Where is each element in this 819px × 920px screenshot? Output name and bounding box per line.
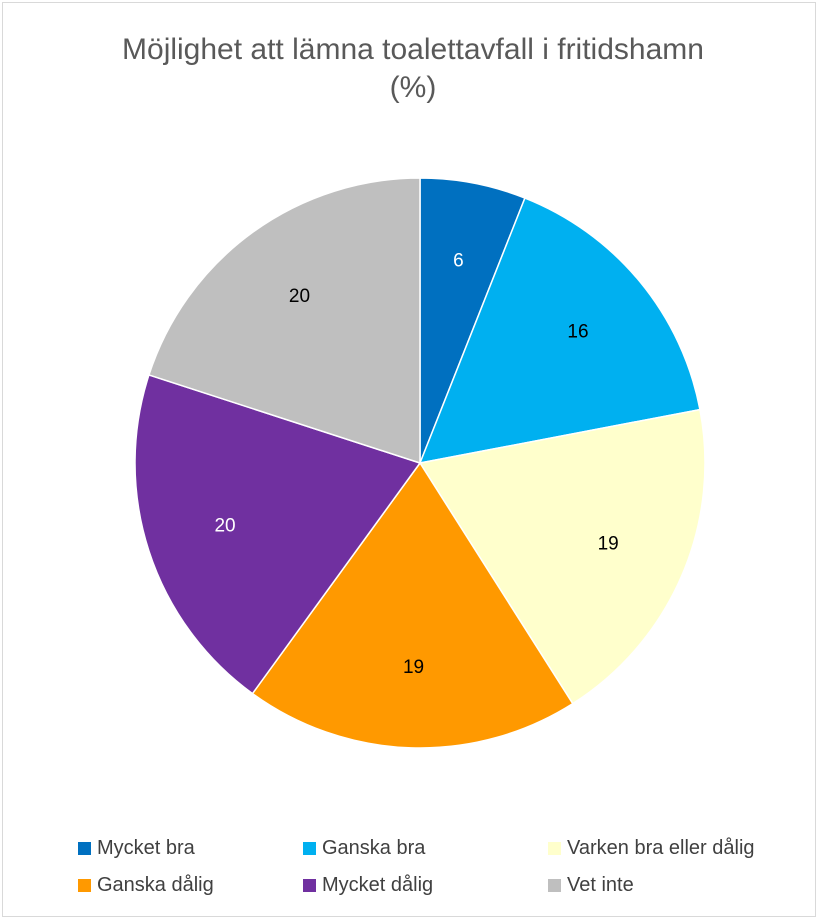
- legend-label-ganska-bra: Ganska bra: [322, 837, 426, 859]
- data-label-ganska-bra: 16: [567, 321, 588, 342]
- chart-title-line-1: Möjlighet att lämna toalettavfall i frit…: [122, 33, 704, 66]
- pie-slice-varken-bra-eller-dalig: [418, 408, 706, 705]
- legend-item-varken-bra-eller-dalig: Varken bra eller dålig: [548, 837, 755, 860]
- pie-slice-ganska-bra: [418, 197, 701, 464]
- pie-slice-vet-inte: [148, 177, 421, 465]
- legend-swatch-ganska-dalig: [78, 879, 91, 892]
- legend-item-ganska-dalig: Ganska dålig: [78, 874, 214, 897]
- pie-chart: 6 16 19 19 20 20: [134, 177, 706, 749]
- legend-item-ganska-bra: Ganska bra: [303, 837, 425, 860]
- legend-swatch-ganska-bra: [303, 842, 316, 855]
- legend-swatch-vet-inte: [548, 879, 561, 892]
- data-label-mycket-bra: 6: [453, 251, 464, 272]
- data-label-ganska-dalig: 19: [403, 657, 424, 678]
- chart-title-line-2: (%): [389, 71, 437, 104]
- pie-slice-ganska-dalig: [251, 461, 574, 749]
- legend-swatch-mycket-dalig: [303, 879, 316, 892]
- data-label-varken-bra-eller-dalig: 19: [598, 533, 619, 554]
- data-label-mycket-dalig: 20: [214, 515, 235, 536]
- chart-title: Möjlighet att lämna toalettavfall i frit…: [63, 31, 763, 107]
- data-label-vet-inte: 20: [289, 286, 310, 307]
- legend-item-mycket-dalig: Mycket dålig: [303, 874, 433, 897]
- pie-slice-mycket-dalig: [134, 373, 422, 695]
- legend-swatch-varken-bra-eller-dalig: [548, 842, 561, 855]
- legend-item-vet-inte: Vet inte: [548, 874, 634, 897]
- legend-label-mycket-dalig: Mycket dålig: [322, 874, 434, 896]
- legend-label-ganska-dalig: Ganska dålig: [97, 874, 214, 896]
- legend-item-mycket-bra: Mycket bra: [78, 837, 195, 860]
- legend-label-vet-inte: Vet inte: [567, 874, 634, 896]
- legend-label-varken-bra-eller-dalig: Varken bra eller dålig: [567, 837, 755, 859]
- legend-swatch-mycket-bra: [78, 842, 91, 855]
- legend-label-mycket-bra: Mycket bra: [97, 837, 195, 859]
